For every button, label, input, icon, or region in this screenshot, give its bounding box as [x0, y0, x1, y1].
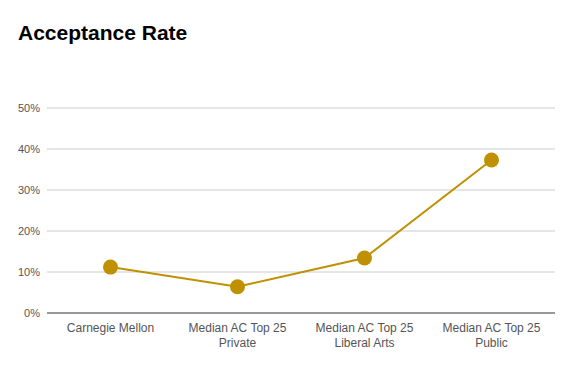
y-tick-label: 30% — [18, 184, 40, 196]
x-tick-label-line: Median AC Top 25 — [316, 321, 414, 335]
grid-line — [47, 108, 555, 109]
marker — [357, 251, 372, 266]
marker — [230, 279, 245, 294]
y-tick-label: 10% — [18, 266, 40, 278]
x-tick-label-line: Median AC Top 25 — [189, 321, 287, 335]
x-tick-label-line: Carnegie Mellon — [67, 321, 154, 335]
y-tick-label: 50% — [18, 102, 40, 114]
x-axis-line — [47, 313, 555, 314]
title: Acceptance Rate — [18, 21, 187, 44]
marker — [484, 153, 499, 168]
plot-area — [103, 153, 499, 295]
x-tick-label: Carnegie Mellon — [67, 321, 154, 335]
chart: Acceptance Rate 0% 10% 20% 30% 40% 50% Carnegie… — [0, 0, 575, 368]
grid-line — [47, 149, 555, 150]
x-tick-label-line: Median AC Top 25 — [443, 321, 541, 335]
grid-line — [47, 231, 555, 232]
x-tick-label-line: Liberal Arts — [334, 336, 394, 350]
y-tick-label: 40% — [18, 143, 40, 155]
x-tick-label-line: Private — [219, 336, 257, 350]
marker — [103, 260, 118, 275]
y-tick-label: 20% — [18, 225, 40, 237]
x-tick-label-line: Public — [475, 336, 508, 350]
x-tick-label: Median AC Top 25Private — [189, 321, 287, 350]
grid-line — [47, 190, 555, 191]
x-tick-label: Median AC Top 25Public — [443, 321, 541, 350]
line — [111, 160, 492, 287]
x-tick-label: Median AC Top 25Liberal Arts — [316, 321, 414, 350]
y-tick-label: 0% — [24, 307, 40, 319]
